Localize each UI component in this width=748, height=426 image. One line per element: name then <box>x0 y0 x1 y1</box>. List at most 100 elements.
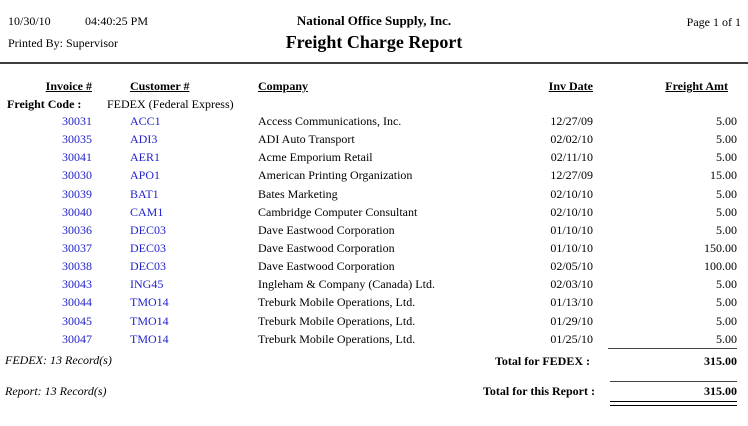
group-record-count: FEDEX: 13 Record(s) <box>5 353 112 367</box>
freight-amt-cell: 5.00 <box>716 222 737 237</box>
customer-link[interactable]: DEC03 <box>130 240 166 255</box>
table-row: 30047 TMO14 Treburk Mobile Operations, L… <box>0 330 737 348</box>
freight-amt-cell: 150.00 <box>704 240 737 255</box>
invoice-link[interactable]: 30041 <box>62 150 92 165</box>
inv-date-cell: 01/10/10 <box>550 222 593 237</box>
company-cell: Bates Marketing <box>258 186 338 201</box>
column-header-invoice: Invoice # <box>45 79 92 93</box>
invoice-link[interactable]: 30035 <box>62 132 92 147</box>
header-divider <box>0 62 748 64</box>
invoice-link[interactable]: 30038 <box>62 259 92 274</box>
table-row: 30039 BAT1 Bates Marketing 02/10/10 5.00 <box>0 185 737 203</box>
company-cell: Treburk Mobile Operations, Ltd. <box>258 295 416 310</box>
table-row: 30037 DEC03 Dave Eastwood Corporation 01… <box>0 239 737 257</box>
invoice-link[interactable]: 30045 <box>62 313 92 328</box>
invoice-link[interactable]: 30039 <box>62 186 92 201</box>
inv-date-cell: 02/03/10 <box>550 277 593 292</box>
invoice-link[interactable]: 30037 <box>62 240 92 255</box>
customer-link[interactable]: DEC03 <box>130 222 166 237</box>
invoice-link[interactable]: 30031 <box>62 114 92 128</box>
inv-date-cell: 01/13/10 <box>550 295 593 310</box>
table-row: 30040 CAM1 Cambridge Computer Consultant… <box>0 203 737 221</box>
invoice-link[interactable]: 30030 <box>62 168 92 183</box>
inv-date-cell: 02/10/10 <box>550 186 593 201</box>
company-cell: Cambridge Computer Consultant <box>258 204 418 219</box>
customer-link[interactable]: APO1 <box>130 168 161 183</box>
freight-amt-cell: 5.00 <box>716 114 737 128</box>
inv-date-cell: 02/05/10 <box>550 259 593 274</box>
table-row: 30036 DEC03 Dave Eastwood Corporation 01… <box>0 221 737 239</box>
freight-amt-cell: 5.00 <box>716 295 737 310</box>
page-title: Freight Charge Report <box>285 32 463 52</box>
column-header-customer: Customer # <box>130 79 190 93</box>
invoice-link[interactable]: 30036 <box>62 222 92 237</box>
report-total-double-rule <box>610 401 737 406</box>
invoice-link[interactable]: 30044 <box>62 295 92 310</box>
table-row: 30041 AER1 Acme Emporium Retail 02/11/10… <box>0 148 737 166</box>
company-cell: Dave Eastwood Corporation <box>258 259 395 274</box>
company-cell: Ingleham & Company (Canada) Ltd. <box>258 277 435 292</box>
freight-amt-cell: 5.00 <box>716 313 737 328</box>
column-header-freight-amt: Freight Amt <box>665 79 728 93</box>
inv-date-cell: 02/10/10 <box>550 204 593 219</box>
table-body: 30031 ACC1 Access Communications, Inc. 1… <box>0 112 737 348</box>
table-row: 30038 DEC03 Dave Eastwood Corporation 02… <box>0 257 737 275</box>
print-time: 04:40:25 PM <box>85 14 149 28</box>
company-cell: Treburk Mobile Operations, Ltd. <box>258 313 416 328</box>
freight-amt-cell: 5.00 <box>716 132 737 147</box>
column-header-row: Invoice # Customer # Company Inv Date Fr… <box>0 79 737 94</box>
column-header-inv-date: Inv Date <box>548 79 593 93</box>
page-number: Page 1 of 1 <box>686 15 741 29</box>
freight-amt-cell: 5.00 <box>716 150 737 165</box>
inv-date-cell: 02/11/10 <box>550 150 593 165</box>
company-cell: Acme Emporium Retail <box>258 150 373 165</box>
freight-code-label: Freight Code : <box>7 97 82 111</box>
invoice-link[interactable]: 30043 <box>62 277 92 292</box>
company-cell: Access Communications, Inc. <box>258 114 402 128</box>
inv-date-cell: 12/27/09 <box>550 114 593 128</box>
table-row: 30031 ACC1 Access Communications, Inc. 1… <box>0 112 737 130</box>
inv-date-cell: 01/10/10 <box>550 240 593 255</box>
freight-amt-cell: 100.00 <box>704 259 737 274</box>
table-row: 30045 TMO14 Treburk Mobile Operations, L… <box>0 312 737 330</box>
customer-link[interactable]: TMO14 <box>130 313 169 328</box>
report-total-rule <box>610 381 737 382</box>
print-date: 10/30/10 <box>8 14 51 28</box>
company-cell: ADI Auto Transport <box>258 132 355 147</box>
customer-link[interactable]: BAT1 <box>130 186 159 201</box>
customer-link[interactable]: TMO14 <box>130 295 169 310</box>
freight-code-value: FEDEX (Federal Express) <box>107 97 234 111</box>
freight-amt-cell: 5.00 <box>716 204 737 219</box>
customer-link[interactable]: AER1 <box>130 150 160 165</box>
inv-date-cell: 01/25/10 <box>550 331 593 346</box>
invoice-link[interactable]: 30047 <box>62 331 92 346</box>
inv-date-cell: 01/29/10 <box>550 313 593 328</box>
company-cell: Dave Eastwood Corporation <box>258 240 395 255</box>
inv-date-cell: 12/27/09 <box>550 168 593 183</box>
group-total-label: Total for FEDEX : <box>494 354 590 368</box>
column-header-company: Company <box>258 79 309 93</box>
freight-amt-cell: 5.00 <box>716 277 737 292</box>
customer-link[interactable]: TMO14 <box>130 331 169 346</box>
customer-link[interactable]: ING45 <box>130 277 164 292</box>
customer-link[interactable]: DEC03 <box>130 259 166 274</box>
report-total-value: 315.00 <box>704 384 737 398</box>
freight-amt-cell: 15.00 <box>710 168 737 183</box>
customer-link[interactable]: CAM1 <box>130 204 164 219</box>
inv-date-cell: 02/02/10 <box>550 132 593 147</box>
freight-amt-cell: 5.00 <box>716 331 737 346</box>
group-total-value: 315.00 <box>704 354 737 368</box>
customer-link[interactable]: ACC1 <box>130 114 161 128</box>
company-cell: Dave Eastwood Corporation <box>258 222 395 237</box>
invoice-link[interactable]: 30040 <box>62 204 92 219</box>
table-row: 30035 ADI3 ADI Auto Transport 02/02/10 5… <box>0 130 737 148</box>
group-total-rule <box>608 348 737 349</box>
customer-link[interactable]: ADI3 <box>130 132 158 147</box>
table-row: 30030 APO1 American Printing Organizatio… <box>0 166 737 184</box>
freight-amt-cell: 5.00 <box>716 186 737 201</box>
company-cell: Treburk Mobile Operations, Ltd. <box>258 331 416 346</box>
report-total-label: Total for this Report : <box>483 384 595 398</box>
printed-by: Printed By: Supervisor <box>8 36 118 50</box>
company-cell: American Printing Organization <box>258 168 413 183</box>
